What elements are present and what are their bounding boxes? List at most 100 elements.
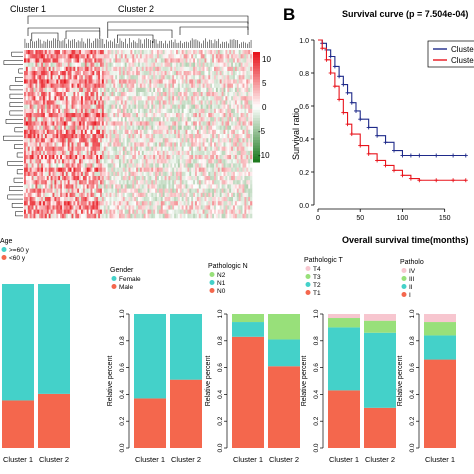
heatmap-cell xyxy=(145,209,148,215)
heatmap-cell xyxy=(164,66,167,72)
heatmap-cell xyxy=(141,50,144,55)
heatmap-cell xyxy=(176,117,179,122)
heatmap-cell xyxy=(60,192,63,198)
heatmap-cell xyxy=(214,66,217,72)
heatmap-cell xyxy=(109,66,112,72)
heatmap-cell xyxy=(75,180,78,185)
heatmap-cell xyxy=(189,117,192,122)
heatmap-cell xyxy=(52,54,55,59)
heatmap-cell xyxy=(73,79,76,84)
heatmap-cell xyxy=(41,150,44,156)
heatmap-cell xyxy=(168,87,171,93)
heatmap-cell xyxy=(77,134,80,139)
heatmap-cell xyxy=(52,117,55,122)
heatmap-cell xyxy=(29,66,32,72)
heatmap-cell xyxy=(63,62,67,68)
heatmap-cell xyxy=(111,167,114,173)
heatmap-cell xyxy=(233,138,236,143)
heatmap-cell xyxy=(206,58,209,63)
heatmap-cell xyxy=(115,146,118,152)
heatmap-cell xyxy=(33,58,36,63)
heatmap-cell xyxy=(128,54,131,59)
heatmap-cell xyxy=(101,213,105,219)
heatmap-cell xyxy=(236,100,239,105)
heatmap-cell xyxy=(204,96,207,101)
heatmap-cell xyxy=(44,146,48,152)
heatmap-cell xyxy=(181,79,184,84)
heatmap-cell xyxy=(33,209,36,215)
heatmap-cell xyxy=(138,75,141,80)
heatmap-cell xyxy=(128,205,131,210)
heatmap-cell xyxy=(84,209,87,215)
heatmap-cell xyxy=(25,71,29,76)
heatmap-cell xyxy=(117,83,120,89)
heatmap-cell xyxy=(88,117,91,122)
heatmap-cell xyxy=(172,62,175,68)
heatmap-cell xyxy=(179,104,182,110)
heatmap-cell xyxy=(160,121,163,126)
heatmap-cell xyxy=(50,138,53,143)
heatmap-cell xyxy=(196,159,200,164)
heatmap-cell xyxy=(25,129,29,135)
heatmap-cell xyxy=(54,180,57,185)
heatmap-cell xyxy=(48,129,51,135)
heatmap-cell xyxy=(128,92,131,97)
heatmap-cell xyxy=(238,87,241,93)
heatmap-cell xyxy=(187,66,190,72)
heatmap-cell xyxy=(124,159,127,164)
heatmap-cell xyxy=(210,83,213,89)
heatmap-cell xyxy=(69,83,72,89)
heatmap-cell xyxy=(139,100,143,105)
heatmap-cell xyxy=(210,66,213,72)
heatmap-cell xyxy=(149,197,152,202)
heatmap-cell xyxy=(185,209,188,215)
heatmap-cell xyxy=(35,138,38,143)
heatmap-cell xyxy=(52,155,55,160)
heatmap-cell xyxy=(96,180,99,185)
heatmap-cell xyxy=(63,100,67,105)
heatmap-cell xyxy=(100,54,103,59)
heatmap-cell xyxy=(56,71,59,76)
heatmap-cell xyxy=(166,209,169,215)
heatmap-cell xyxy=(86,83,89,89)
heatmap-cell xyxy=(202,125,205,131)
heatmap-cell xyxy=(82,108,86,114)
heatmap-cell xyxy=(107,176,110,181)
heatmap-cell xyxy=(217,163,220,168)
heatmap-cell xyxy=(138,66,141,72)
heatmap-cell xyxy=(115,54,118,59)
heatmap-cell xyxy=(162,159,165,164)
heatmap-cell xyxy=(227,167,230,173)
heatmap-cell xyxy=(221,192,224,198)
heatmap-cell xyxy=(65,209,68,215)
heatmap-cell xyxy=(236,125,239,131)
heatmap-cell xyxy=(189,92,192,97)
heatmap-cell xyxy=(229,113,232,118)
heatmap-cell xyxy=(100,134,103,139)
heatmap-cell xyxy=(238,62,241,68)
heatmap-cell xyxy=(67,129,70,135)
heatmap-cell xyxy=(212,71,215,76)
heatmap-cell xyxy=(71,113,74,118)
heatmap-cell xyxy=(41,54,44,59)
heatmap-cell xyxy=(212,209,215,215)
heatmap-cell xyxy=(50,213,53,219)
heatmap-cell xyxy=(195,159,198,164)
heatmap-cell xyxy=(62,66,65,72)
heatmap-cell xyxy=(136,209,139,215)
heatmap-cell xyxy=(174,113,177,118)
heatmap-cell xyxy=(81,113,84,118)
heatmap-cell xyxy=(181,117,184,122)
heatmap-cell xyxy=(56,75,59,80)
heatmap-cell xyxy=(170,117,173,122)
heatmap-cell xyxy=(124,180,127,185)
heatmap-cell xyxy=(225,121,228,126)
heatmap-cell xyxy=(113,96,116,101)
heatmap-cell xyxy=(77,125,80,131)
heatmap-cell xyxy=(81,188,84,194)
heatmap-cell xyxy=(86,87,89,93)
heatmap-cell xyxy=(48,146,51,152)
heatmap-cell xyxy=(240,192,243,198)
heatmap-cell xyxy=(153,121,156,126)
heatmap-cell xyxy=(233,83,236,89)
